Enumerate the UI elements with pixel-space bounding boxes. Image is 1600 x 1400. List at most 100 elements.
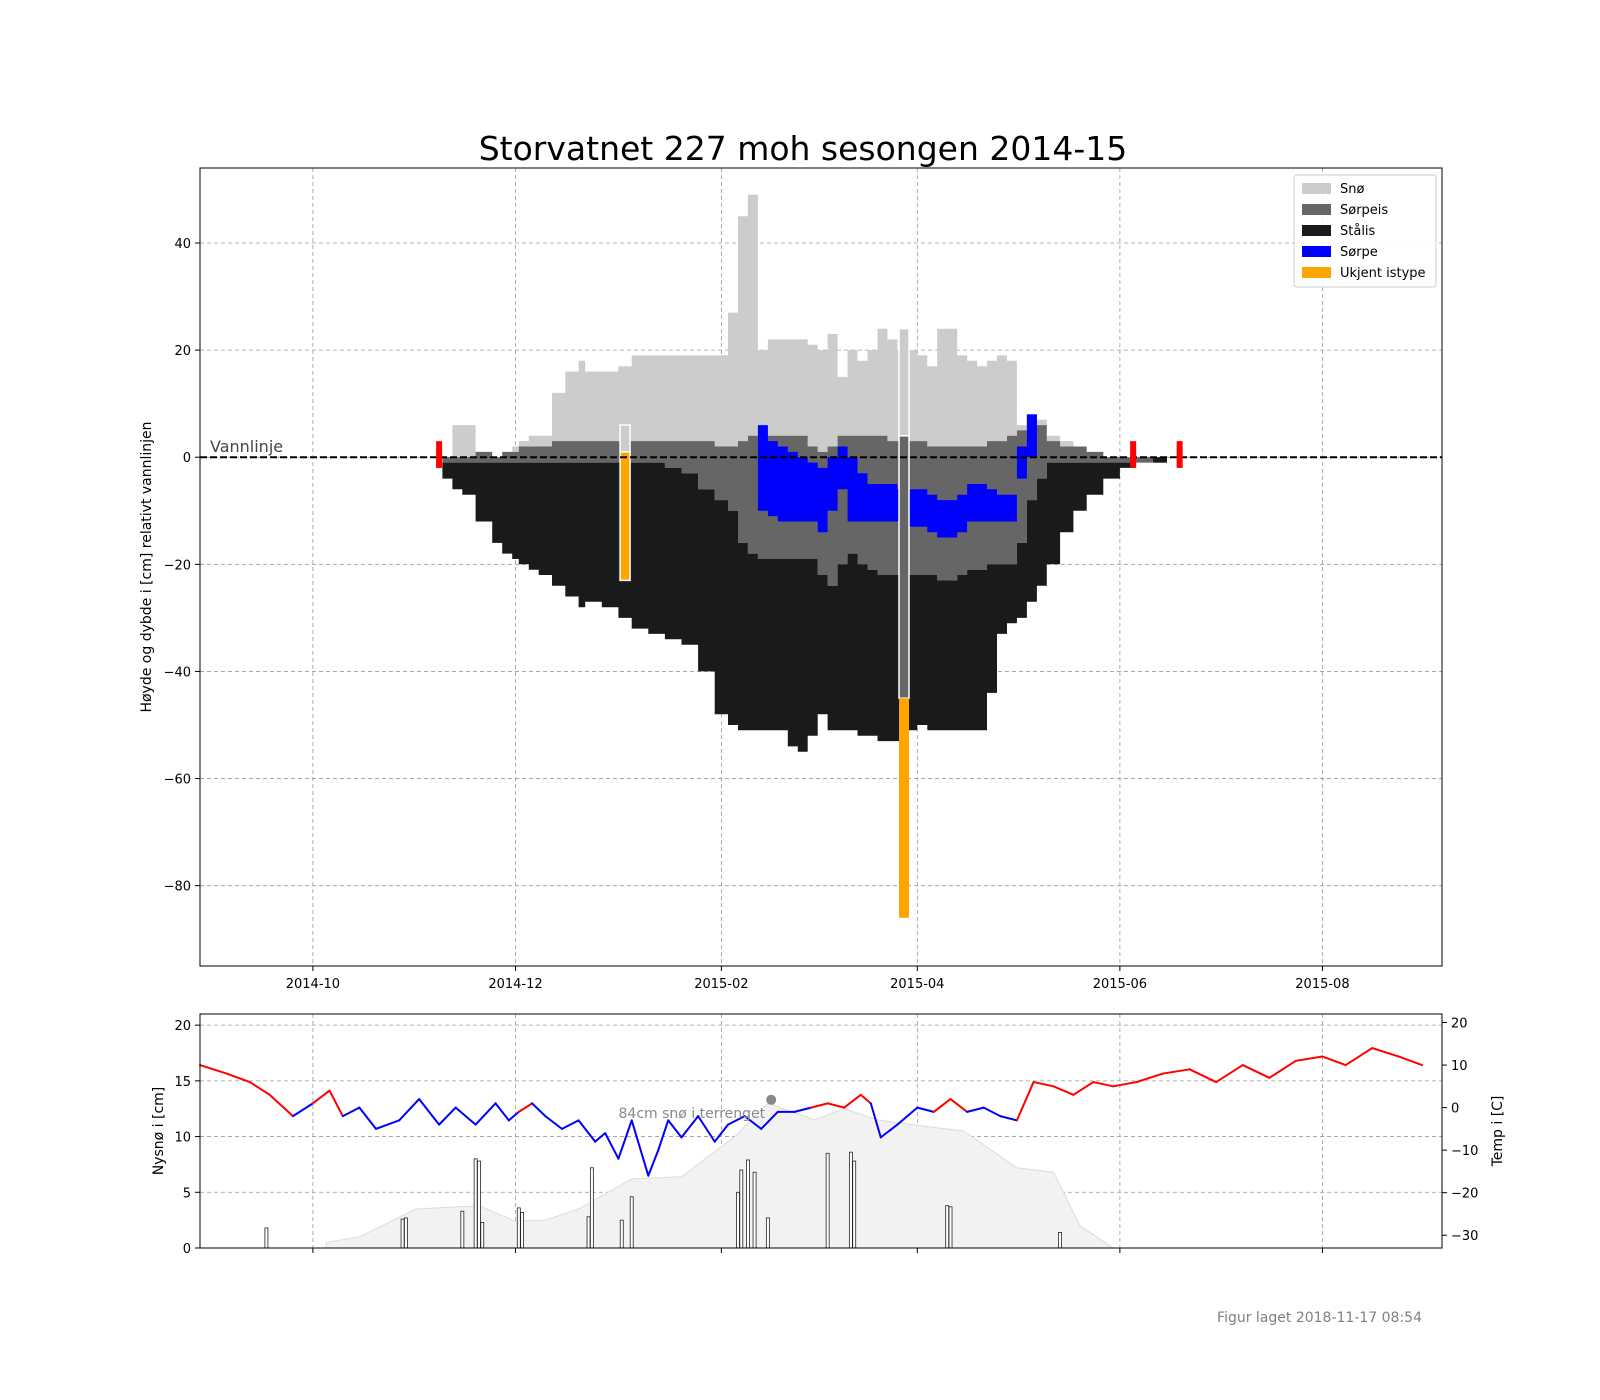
- temperature-segment: [1397, 1055, 1424, 1067]
- point-unknown-ice: [619, 451, 631, 582]
- main-x-tick-label: 2014-10: [286, 977, 340, 992]
- legend: Snø Sørpeis Stålis Sørpe Ukjent istype: [1293, 174, 1437, 288]
- temperature-segment: [810, 1102, 829, 1109]
- temperature-segment: [1321, 1055, 1347, 1067]
- new-snow-bar: [945, 1205, 950, 1249]
- main-y-tick-label: 20: [174, 344, 191, 359]
- sub-y-tick-label: 15: [174, 1075, 191, 1090]
- waterline-annotation: Vannlinje: [210, 437, 283, 456]
- new-snow-bar: [629, 1196, 634, 1249]
- temperature-segment: [697, 1115, 716, 1143]
- temperature-segment: [328, 1089, 344, 1118]
- legend-swatch: [1302, 246, 1331, 257]
- ice-layers: [442, 194, 1167, 918]
- temperature-segment: [1052, 1085, 1075, 1096]
- temperature-segment: [630, 1119, 650, 1177]
- temperature-segment: [760, 1110, 779, 1130]
- temperature-segment: [932, 1098, 952, 1113]
- sub-plot-frame: [199, 1013, 1443, 1249]
- temperature-segment: [1015, 1081, 1035, 1122]
- temperature-segment: [1032, 1081, 1055, 1088]
- terrain-snow-depth: [325, 1102, 1115, 1249]
- sub-y-right-tick-label: 0: [1451, 1102, 1459, 1117]
- temperature-segment: [358, 1106, 378, 1130]
- main-y-tick-label: −60: [164, 773, 191, 788]
- temperature-segment: [743, 1115, 763, 1130]
- legend-swatch: [1302, 183, 1331, 194]
- new-snow-bar: [403, 1217, 408, 1249]
- sub-y-right-tick-label: −20: [1451, 1187, 1478, 1202]
- new-snow-bar: [736, 1191, 740, 1249]
- temperature-segment: [1215, 1064, 1244, 1084]
- temperature-segment: [375, 1119, 401, 1130]
- sub-axes: 0 5 10 15 20 20 10 0 −10 −20 −30: [174, 1017, 1478, 1257]
- main-plot-frame: [199, 167, 1443, 967]
- new-snow-bar: [848, 1151, 853, 1249]
- new-snow-bar: [619, 1219, 624, 1249]
- sub-y-tick-label: 20: [174, 1019, 191, 1034]
- temperature-segment: [916, 1106, 935, 1113]
- temperature-segment: [248, 1081, 271, 1096]
- new-snow-bar: [739, 1169, 744, 1249]
- temperature-segment: [727, 1115, 746, 1126]
- snow-layer: [442, 194, 1167, 458]
- main-x-tick-label: 2015-08: [1295, 977, 1349, 992]
- new-snow-bar: [852, 1160, 857, 1249]
- terrain-snow-depth-area: [325, 1102, 1115, 1249]
- legend-label: Ukjent istype: [1340, 266, 1426, 281]
- legend-box: [1293, 174, 1437, 288]
- temperature-segment: [859, 1093, 872, 1105]
- sub-y-tick-label: 5: [183, 1186, 191, 1201]
- main-y-tick-label: 40: [174, 237, 191, 252]
- sub-chart: 0 5 10 15 20 20 10 0 −10 −20 −30 Nysnø i [cm] Temp…: [151, 1013, 1506, 1257]
- temperature-segment: [793, 1106, 813, 1113]
- new-snow-bar: [477, 1160, 481, 1249]
- temperature-segment: [657, 1119, 670, 1152]
- temperature-segment: [398, 1098, 421, 1122]
- sub-y-right-tick-label: −10: [1451, 1144, 1478, 1159]
- main-y-label: Høyde og dybde i [cm] relativt vannlinje…: [139, 421, 155, 712]
- temperature-segment: [949, 1098, 969, 1113]
- temperature-segment: [879, 1123, 899, 1139]
- main-y-tick-label: −20: [164, 558, 191, 573]
- temperature-segment: [594, 1132, 607, 1143]
- temperature-segment: [341, 1106, 361, 1118]
- temperature-segment: [713, 1123, 730, 1143]
- temperature-segment: [680, 1115, 700, 1139]
- legend-swatch: [1302, 267, 1331, 278]
- new-snow-bar: [589, 1167, 594, 1249]
- new-snow-bar: [264, 1227, 269, 1249]
- main-x-tick-label: 2015-04: [890, 977, 944, 992]
- main-x-tick-label: 2014-12: [488, 977, 542, 992]
- new-snow-bar: [1058, 1232, 1063, 1249]
- red-marker: [436, 441, 443, 468]
- temperature-segment: [982, 1106, 1002, 1118]
- legend-swatch: [1302, 204, 1331, 215]
- new-snow-bar: [460, 1210, 465, 1249]
- temperature-segment: [667, 1119, 683, 1139]
- temperature-segment: [896, 1106, 919, 1126]
- point-snow: [898, 327, 910, 437]
- temperature-segment: [1294, 1055, 1324, 1062]
- temperature-segment: [1135, 1072, 1165, 1084]
- main-y-tick-label: −80: [164, 880, 191, 895]
- temperature-segment: [1241, 1064, 1271, 1079]
- temperature-segment: [1344, 1047, 1374, 1067]
- new-snow-bar: [473, 1158, 478, 1249]
- point-unknown-ice: [899, 698, 910, 918]
- temperature-segment: [494, 1102, 510, 1122]
- new-snow-bar: [825, 1152, 830, 1249]
- temperature-segment: [291, 1102, 314, 1118]
- snow-annotation-text: 84cm snø i terrenget: [619, 1106, 766, 1122]
- temperature-segment: [454, 1106, 477, 1126]
- temperature-segment: [577, 1119, 597, 1143]
- main-x-tick-label: 2015-06: [1093, 977, 1147, 992]
- temperature-segment: [999, 1115, 1018, 1122]
- new-snow-bar: [752, 1171, 757, 1249]
- temperature-segment: [507, 1110, 520, 1122]
- new-snow-bar: [948, 1206, 953, 1249]
- legend-swatch: [1302, 225, 1331, 236]
- temperature-segment: [1112, 1081, 1138, 1088]
- legend-label: Snø: [1340, 182, 1364, 197]
- red-marker: [1130, 441, 1137, 468]
